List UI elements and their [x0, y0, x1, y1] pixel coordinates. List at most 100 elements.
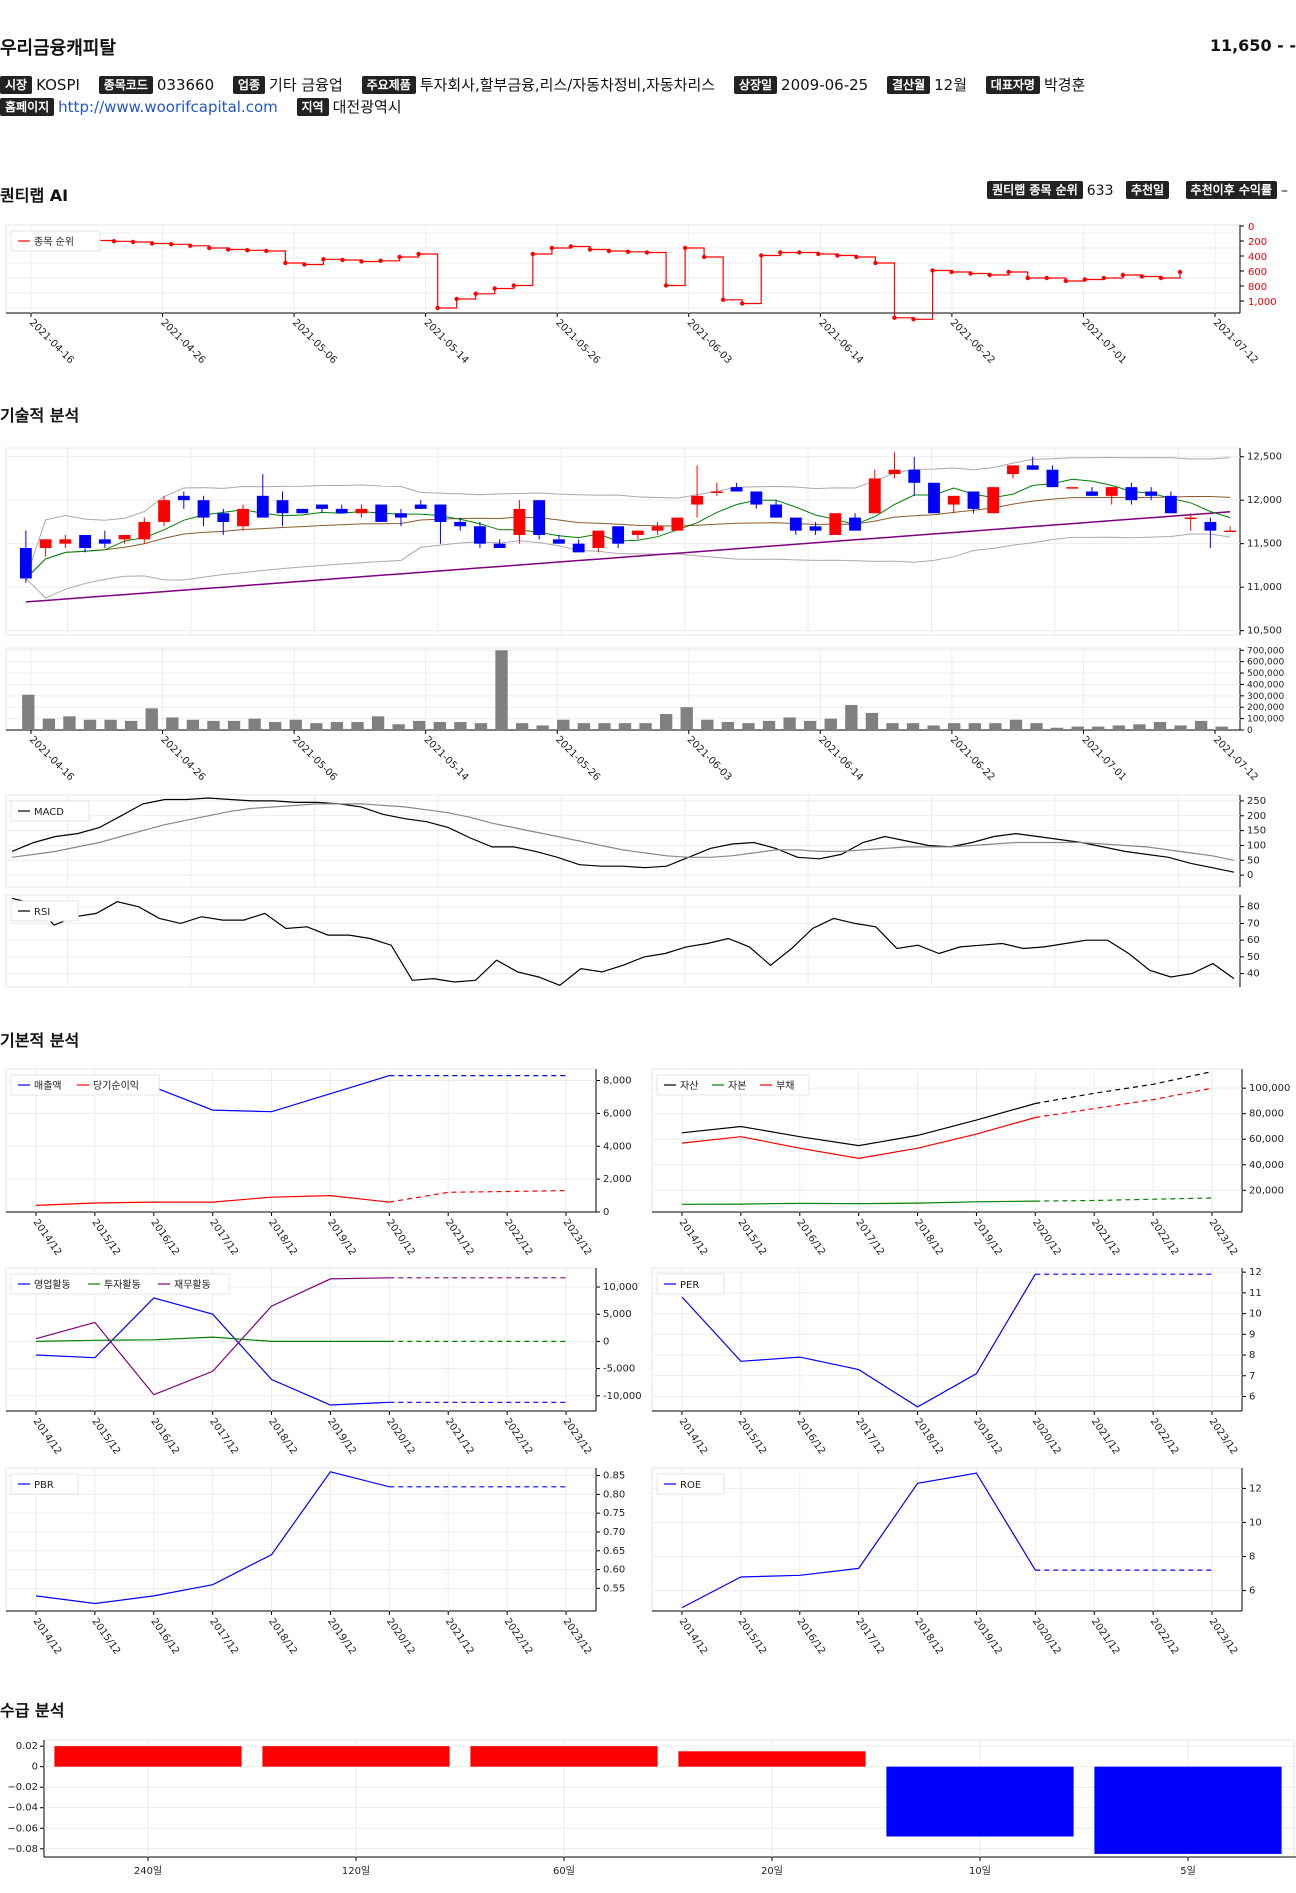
- industry-badge: 업종: [232, 76, 266, 94]
- fin-cashflow-legend-label: 재무활동: [174, 1278, 211, 1291]
- fin-pbr-y-tick-label: 0.80: [603, 1489, 625, 1500]
- rank-point: [188, 243, 193, 248]
- fin-balance-series-estimate: [1035, 1197, 1213, 1202]
- fin-revenue-x-tick-label: 2019/12: [325, 1217, 358, 1257]
- rank-point: [1101, 275, 1107, 281]
- candle-body: [1164, 495, 1177, 514]
- supply-y-tick-label: −0.08: [7, 1844, 38, 1855]
- volume-bar: [721, 722, 735, 730]
- fin-pbr-y-tick-label: 0.65: [603, 1546, 625, 1557]
- volume-bar: [310, 723, 323, 730]
- rank-point: [854, 254, 859, 260]
- fin-per-x-tick-label: 2014/12: [677, 1416, 710, 1456]
- rank-y-tick-label: 200: [1248, 237, 1267, 248]
- fin-roe-x-tick-label: 2014/12: [677, 1616, 710, 1656]
- candle-body: [1204, 521, 1217, 531]
- fin-balance-x-tick-label: 2021/12: [1089, 1217, 1122, 1257]
- candle-body: [276, 500, 289, 514]
- fin-roe-x-tick-label: 2017/12: [853, 1616, 886, 1656]
- fin-balance-y-tick-label: 60,000: [1249, 1134, 1284, 1145]
- fin-revenue-x-tick-label: 2014/12: [31, 1217, 64, 1257]
- fin-pbr-x-tick-label: 2022/12: [502, 1616, 535, 1656]
- rank-point: [720, 297, 726, 302]
- volume-x-tick-label: 2021-04-26: [158, 734, 207, 783]
- macd-y-tick-label: 50: [1247, 855, 1260, 866]
- candle-body: [849, 517, 861, 531]
- ceo-value: 박경훈: [1043, 76, 1086, 94]
- supply-y-tick-label: 0: [32, 1762, 38, 1773]
- volume-bar: [742, 723, 755, 730]
- homepage-link[interactable]: http://www.woorifcapital.com: [58, 98, 278, 116]
- candle-body: [987, 487, 1000, 514]
- listing-badge: 상장일: [733, 76, 778, 94]
- homepage-badge: 홈페이지: [0, 98, 55, 116]
- rank-point: [1120, 272, 1126, 278]
- fin-per-x-tick-label: 2022/12: [1148, 1416, 1181, 1456]
- rank-point: [1006, 269, 1011, 275]
- rank-point: [530, 251, 536, 257]
- volume-x-tick-label: 2021-06-22: [948, 734, 997, 783]
- candle-body: [809, 526, 822, 531]
- fin-revenue-x-tick-label: 2023/12: [561, 1217, 594, 1257]
- candle-body: [1184, 517, 1197, 520]
- fin-pbr-x-tick-label: 2018/12: [266, 1616, 299, 1656]
- rsi-y-tick-label: 50: [1247, 952, 1260, 963]
- volume-x-tick-label: 2021-05-14: [422, 734, 471, 783]
- volume-bar: [577, 723, 591, 730]
- fin-pbr-x-tick-label: 2015/12: [89, 1616, 122, 1656]
- volume-bar: [927, 725, 940, 730]
- fin-balance-y-tick-label: 40,000: [1249, 1160, 1284, 1171]
- fin-balance-x-tick-label: 2017/12: [853, 1217, 886, 1257]
- candle-body: [513, 508, 526, 535]
- rank-point: [968, 271, 973, 276]
- rank-point: [130, 239, 136, 245]
- fin-pbr-legend-box: [10, 1473, 79, 1495]
- volume-bar: [1215, 726, 1228, 730]
- candle-body: [868, 478, 881, 514]
- fin-pbr-x-tick-label: 2017/12: [207, 1616, 240, 1656]
- rank-frame: [5, 224, 1241, 314]
- candle-body: [651, 526, 664, 531]
- candle-body: [533, 500, 546, 535]
- fin-pbr-x-tick-label: 2021/12: [443, 1616, 476, 1656]
- fin-cashflow-x-tick-label: 2016/12: [148, 1416, 181, 1456]
- fin-pbr-x-tick-label: 2023/12: [561, 1616, 594, 1656]
- fin-cashflow-x-tick-label: 2020/12: [384, 1416, 417, 1456]
- rank-point: [606, 248, 612, 254]
- supply-x-tick-label: 10일: [969, 1865, 991, 1877]
- fin-cashflow-x-tick-label: 2018/12: [266, 1416, 299, 1456]
- candle-body: [118, 534, 131, 540]
- volume-bar: [1153, 722, 1167, 730]
- rank-x-tick-label: 2021-05-14: [422, 317, 471, 366]
- supply-bar: [470, 1746, 658, 1767]
- rank-point: [911, 317, 916, 322]
- candle-body: [1026, 465, 1039, 470]
- candle-body: [592, 530, 605, 549]
- region-badge: 지역: [296, 98, 329, 116]
- rank-legend-box: [10, 230, 101, 252]
- candle-body: [158, 500, 170, 522]
- return-badge: 추천이후 수익률: [1185, 181, 1277, 199]
- fin-pbr-y-tick-label: 0.70: [603, 1527, 625, 1538]
- volume-bar: [906, 723, 920, 730]
- rank-x-tick-label: 2021-04-16: [27, 317, 76, 366]
- fin-revenue-y-tick-label: 4,000: [603, 1141, 632, 1152]
- fin-revenue-y-tick-label: 0: [603, 1207, 609, 1218]
- supply-bar: [54, 1746, 242, 1767]
- volume-bar: [989, 723, 1002, 730]
- rank-point: [435, 305, 440, 311]
- fin-balance-y-tick-label: 100,000: [1249, 1083, 1290, 1094]
- quantilab-info: 퀀티랩 종목 순위 633 추천일 추천이후 수익률 –: [987, 181, 1296, 199]
- candle-body: [316, 504, 328, 509]
- fin-revenue-y-tick-label: 6,000: [603, 1108, 632, 1119]
- volume-frame: [5, 647, 1241, 731]
- current-price: 11,650 - -: [1209, 36, 1296, 55]
- fin-cashflow-y-tick-label: -10,000: [603, 1391, 642, 1402]
- fin-per-y-tick-label: 10: [1249, 1309, 1262, 1320]
- fin-roe-x-tick-label: 2019/12: [971, 1616, 1004, 1656]
- industry-value: 기타 금융업: [269, 76, 343, 94]
- rank-point: [1139, 274, 1145, 279]
- fin-balance-x-tick-label: 2023/12: [1207, 1217, 1240, 1257]
- fin-roe-y-tick-label: 8: [1249, 1552, 1255, 1563]
- volume-bar: [1050, 727, 1064, 730]
